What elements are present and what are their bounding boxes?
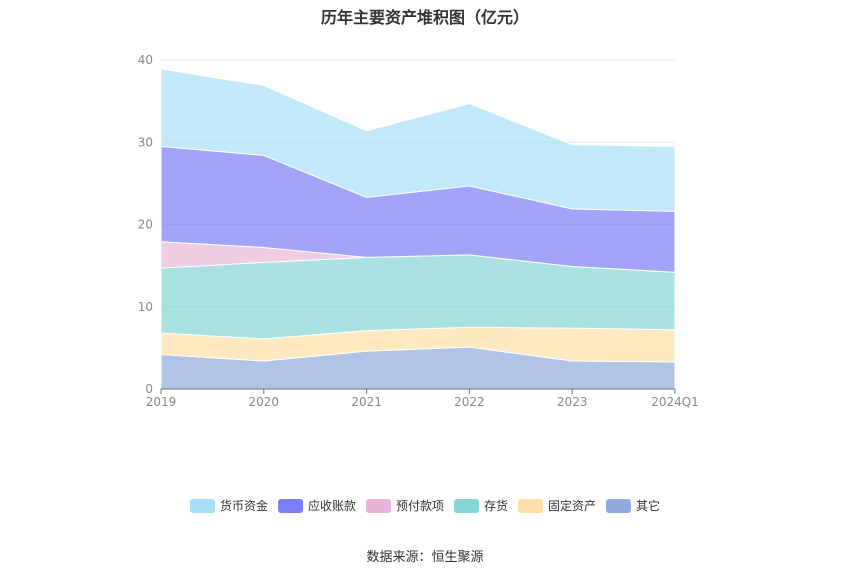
legend-swatch bbox=[518, 498, 544, 513]
x-tick-label: 2020 bbox=[249, 395, 280, 409]
chart-legend: 货币资金 应收账款 预付款项 存货 固定资产 其它 bbox=[0, 497, 850, 514]
x-tick-label: 2019 bbox=[146, 395, 177, 409]
legend-label: 应收账款 bbox=[307, 499, 356, 513]
legend-item[interactable]: 货币资金 bbox=[189, 497, 268, 514]
legend-label: 预付款项 bbox=[395, 499, 444, 513]
legend-item[interactable]: 预付款项 bbox=[365, 497, 444, 514]
legend-swatch bbox=[189, 498, 215, 513]
data-source-note: 数据来源：恒生聚源 bbox=[366, 550, 484, 565]
chart-title: 历年主要资产堆积图（亿元） bbox=[320, 8, 529, 27]
legend-item[interactable]: 其它 bbox=[606, 497, 660, 514]
x-tick-label: 2024Q1 bbox=[651, 395, 699, 409]
legend-swatch bbox=[277, 498, 303, 513]
x-tick-label: 2023 bbox=[557, 395, 588, 409]
y-tick-label: 0 bbox=[145, 382, 153, 396]
legend-label: 存货 bbox=[484, 499, 509, 513]
y-tick-label: 20 bbox=[138, 218, 153, 232]
legend-swatch bbox=[365, 498, 391, 513]
y-tick-label: 40 bbox=[138, 53, 153, 67]
legend-label: 货币资金 bbox=[219, 499, 268, 513]
legend-item[interactable]: 应收账款 bbox=[277, 497, 356, 514]
legend-label: 固定资产 bbox=[548, 499, 597, 513]
legend-swatch bbox=[454, 498, 479, 513]
legend-label: 其它 bbox=[636, 499, 661, 513]
legend-item[interactable]: 存货 bbox=[454, 497, 508, 514]
legend-item[interactable]: 固定资产 bbox=[518, 497, 596, 514]
x-tick-label: 2022 bbox=[454, 395, 485, 409]
y-tick-label: 30 bbox=[138, 135, 153, 149]
area-series-货币资金 bbox=[160, 68, 676, 212]
y-tick-label: 10 bbox=[138, 300, 153, 314]
legend-swatch bbox=[606, 498, 632, 513]
x-tick-label: 2021 bbox=[351, 395, 382, 409]
